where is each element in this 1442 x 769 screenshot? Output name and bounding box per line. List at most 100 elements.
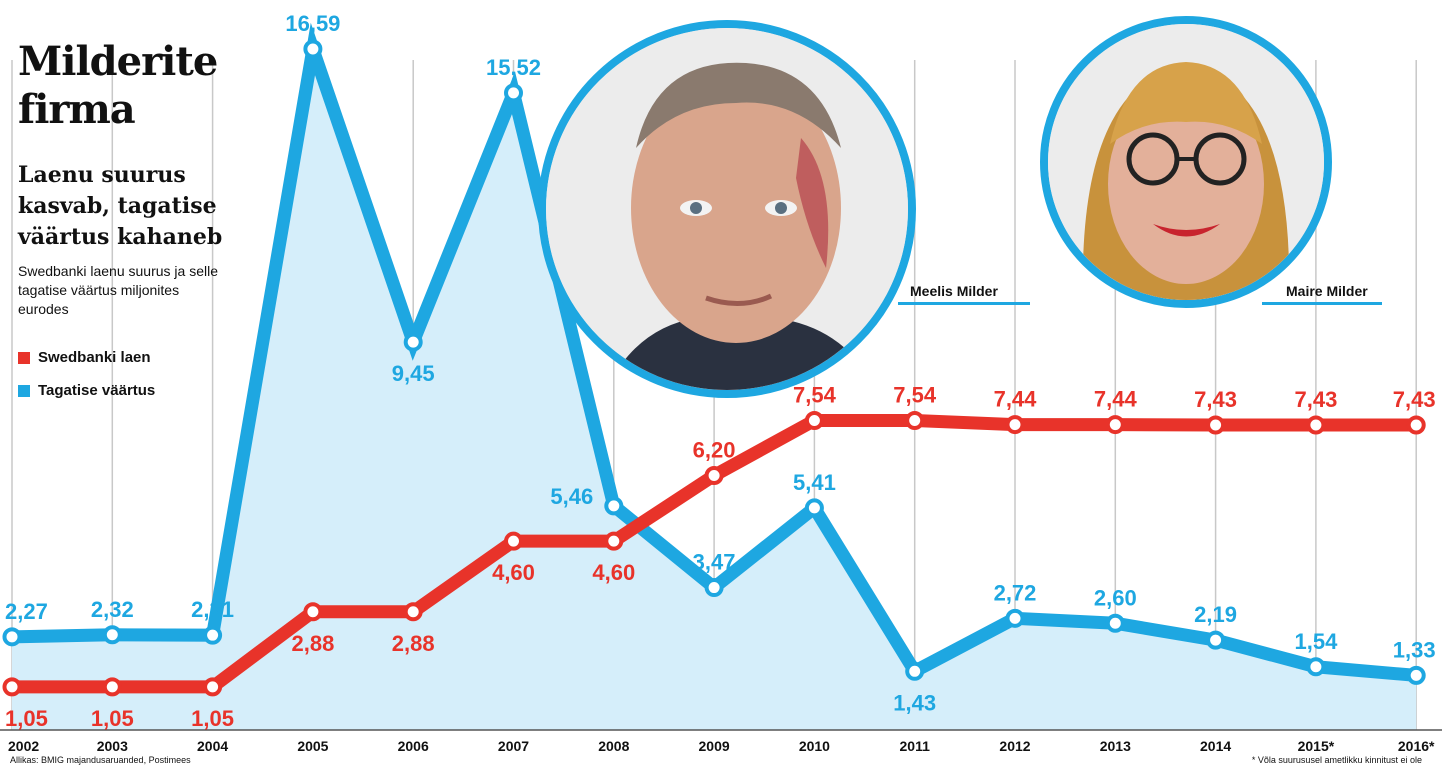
portrait-maire-image <box>1048 24 1324 300</box>
x-tick-label: 2008 <box>598 738 629 754</box>
x-tick-label: 2012 <box>999 738 1030 754</box>
collateral-data-label: 5,41 <box>793 470 836 495</box>
caption-maire: Maire Milder <box>1286 283 1368 299</box>
source-note: Allikas: BMIG majandusaruanded, Postimee… <box>10 755 191 765</box>
collateral-point <box>704 578 724 598</box>
collateral-data-label: 2,31 <box>191 597 234 622</box>
x-tick-label: 2006 <box>398 738 429 754</box>
loan-point <box>303 602 323 622</box>
loan-data-label: 7,54 <box>793 382 837 407</box>
legend: Swedbanki laen Tagatise väärtus <box>18 348 158 414</box>
collateral-area <box>12 48 1417 731</box>
x-tick-label: 2002 <box>8 738 39 754</box>
loan-point <box>1105 415 1125 435</box>
loan-point <box>804 410 824 430</box>
caption-rule-meelis <box>898 302 1030 305</box>
legend-swatch-loan <box>18 352 30 364</box>
loan-point <box>102 677 122 697</box>
loan-data-label: 7,43 <box>1194 387 1237 412</box>
loan-point <box>2 677 22 697</box>
collateral-point <box>504 83 523 103</box>
loan-data-label: 2,88 <box>291 631 334 656</box>
x-tick-label: 2016* <box>1398 738 1435 754</box>
collateral-data-label: 15,52 <box>486 55 541 80</box>
collateral-point <box>1005 608 1025 628</box>
loan-data-label: 1,05 <box>91 706 134 731</box>
collateral-data-label: 5,46 <box>550 484 593 509</box>
collateral-point <box>203 625 223 645</box>
loan-data-label: 4,60 <box>492 560 535 585</box>
x-axis: 2002 2003 2004 2005 2006 2007 2008 2009 2010 2011… <box>0 729 1442 754</box>
series-points <box>2 39 1426 697</box>
x-tick-label: 2005 <box>297 738 328 754</box>
loan-point <box>704 465 724 485</box>
loan-point <box>403 602 423 622</box>
footnote: * Võla suurususel ametlikku kinnitust ei… <box>1251 755 1422 765</box>
collateral-point <box>1406 665 1426 685</box>
loan-data-label: 1,05 <box>5 706 48 731</box>
legend-item-loan: Swedbanki laen <box>18 348 158 367</box>
collateral-point <box>403 332 423 352</box>
chart-title: Milderite firma <box>18 38 218 133</box>
loan-data-label: 7,44 <box>1094 387 1138 412</box>
collateral-data-label: 1,43 <box>893 690 936 715</box>
collateral-data-label: 3,47 <box>693 550 736 575</box>
x-tick-label: 2004 <box>197 738 228 754</box>
collateral-point <box>905 661 925 681</box>
loan-point <box>604 531 624 551</box>
collateral-data-label: 2,32 <box>91 597 134 622</box>
collateral-point <box>1206 630 1226 650</box>
chart-description: Swedbanki laenu suurus ja selle tagatise… <box>18 263 219 317</box>
loan-point <box>905 410 925 430</box>
loan-point <box>203 677 223 697</box>
collateral-data-label: 1,54 <box>1294 629 1338 654</box>
loan-data-label: 7,43 <box>1393 387 1436 412</box>
data-labels: 2,27 2,32 2,31 16,59 9,45 15,52 5,46 3,47 5,41 1,… <box>5 11 1436 731</box>
legend-item-collateral: Tagatise väärtus <box>18 381 158 400</box>
loan-data-label: 2,88 <box>392 631 435 656</box>
collateral-data-label: 2,60 <box>1094 585 1137 610</box>
collateral-point <box>804 498 824 518</box>
caption-meelis: Meelis Milder <box>910 283 998 299</box>
x-tick-label: 2007 <box>498 738 529 754</box>
collateral-area-fill <box>12 48 1417 731</box>
portrait-maire <box>1040 16 1332 308</box>
loan-data-label: 7,44 <box>994 387 1038 412</box>
loan-data-label: 1,05 <box>191 706 234 731</box>
x-tick-label: 2011 <box>900 738 931 754</box>
x-tick-label: 2015* <box>1298 738 1335 754</box>
collateral-point <box>2 627 22 647</box>
x-tick-label: 2009 <box>699 738 730 754</box>
portrait-meelis-image <box>546 28 908 390</box>
collateral-data-label: 2,27 <box>5 599 48 624</box>
collateral-data-label: 16,59 <box>285 11 340 36</box>
x-tick-label: 2013 <box>1100 738 1131 754</box>
portrait-meelis <box>538 20 916 398</box>
loan-data-label: 6,20 <box>693 437 736 462</box>
collateral-data-label: 2,19 <box>1194 602 1237 627</box>
legend-label-collateral: Tagatise väärtus <box>38 382 156 399</box>
loan-point <box>1306 415 1326 435</box>
collateral-data-label: 1,33 <box>1393 637 1436 662</box>
collateral-point <box>303 39 323 59</box>
x-tick-label: 2010 <box>799 738 830 754</box>
collateral-point <box>604 496 624 516</box>
collateral-data-label: 2,72 <box>994 580 1037 605</box>
legend-swatch-collateral <box>18 385 30 397</box>
loan-point <box>504 531 523 551</box>
loan-point <box>1406 415 1426 435</box>
loan-data-label: 7,54 <box>893 382 937 407</box>
collateral-data-label: 9,45 <box>392 361 435 386</box>
collateral-point <box>102 625 122 645</box>
chart-subtitle: Laenu suurus kasvab, tagatise väärtus ka… <box>18 162 223 250</box>
loan-point <box>1005 415 1025 435</box>
collateral-point <box>1306 657 1326 677</box>
x-tick-label: 2014 <box>1200 738 1231 754</box>
legend-label-loan: Swedbanki laen <box>38 349 151 366</box>
loan-data-label: 4,60 <box>592 560 635 585</box>
collateral-point <box>1105 613 1125 633</box>
loan-point <box>1206 415 1226 435</box>
loan-data-label: 7,43 <box>1294 387 1337 412</box>
x-tick-label: 2003 <box>97 738 128 754</box>
caption-rule-maire <box>1262 302 1382 305</box>
